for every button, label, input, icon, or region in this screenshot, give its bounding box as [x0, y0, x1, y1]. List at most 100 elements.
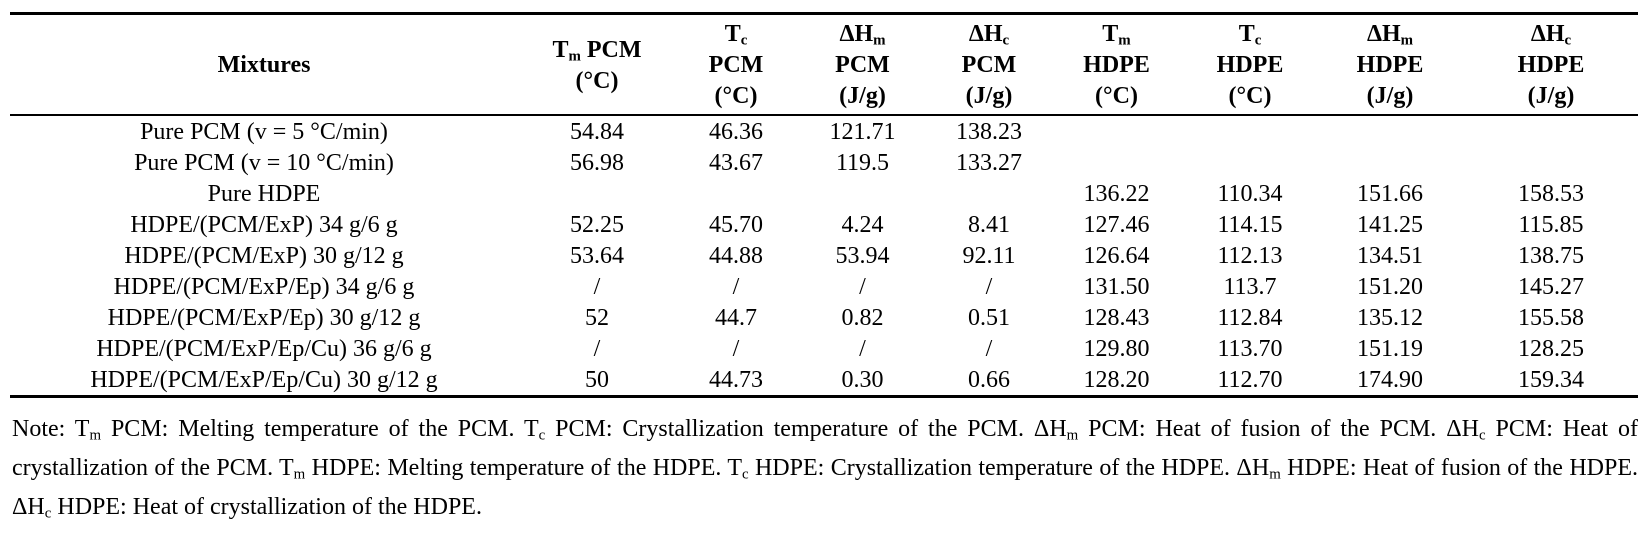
note-subscript: m [89, 427, 102, 444]
header-text: PCM [580, 36, 642, 63]
mixture-name-cell: HDPE/(PCM/ExP/Ep) 30 g/12 g [107, 304, 421, 331]
value-cell: 128.20 [1049, 364, 1184, 398]
value-cell: 113.70 [1217, 335, 1283, 362]
value-cell: 135.12 [1357, 304, 1423, 331]
value-cell: / [859, 273, 866, 300]
header-symbol: ΔH [1366, 21, 1401, 47]
header-line: Tm [1049, 19, 1184, 50]
value-cell [1316, 147, 1464, 178]
value-cell: 128.25 [1518, 335, 1584, 362]
header-symbol: T [552, 36, 569, 63]
table-row: HDPE/(PCM/ExP/Ep) 34 g/6 g / / / / 131.50 113.… [10, 271, 1638, 302]
value-cell: 136.22 [1083, 180, 1150, 207]
header-line: ΔHm [1316, 19, 1464, 50]
value-cell: 0.51 [968, 304, 1010, 331]
value-cell: / [593, 273, 601, 300]
value-cell: 158.53 [1518, 180, 1584, 207]
value-cell: 174.90 [1316, 364, 1464, 398]
header-text: HDPE [1083, 52, 1150, 78]
value-cell [1184, 115, 1316, 147]
note-subscript: m [293, 466, 306, 483]
value-cell [1049, 115, 1184, 147]
header-line: Tc [1184, 19, 1316, 50]
header-col-6: Tc HDPE (°C) [1184, 14, 1316, 116]
data-table: Mixtures Tm PCM (°C) Tc PCM (°C) ΔHm PCM (J/g) Δ… [10, 12, 1638, 398]
header-subscript: c [1254, 32, 1262, 49]
value-cell: 155.58 [1518, 304, 1584, 331]
value-cell: 44.7 [715, 304, 757, 331]
value-cell: 115.85 [1518, 211, 1584, 238]
value-cell: 159.34 [1464, 364, 1638, 398]
header-subscript: m [873, 32, 886, 49]
note-subscript: c [44, 505, 52, 522]
note-subscript: m [1066, 427, 1079, 444]
note-text: PCM: Melting temperature of the PCM. T [101, 416, 539, 442]
header-line: Tm PCM [518, 35, 676, 66]
header-col-4: ΔHc PCM (J/g) [929, 14, 1049, 116]
header-text: (°C) [575, 67, 619, 94]
value-cell: 56.98 [570, 149, 624, 176]
mixture-name-cell: HDPE/(PCM/ExP/Ep/Cu) 36 g/6 g [96, 335, 432, 362]
value-cell: 145.27 [1518, 273, 1584, 300]
value-cell: 4.24 [841, 211, 884, 238]
header-line: (°C) [1184, 81, 1316, 112]
header-line: HDPE [1184, 50, 1316, 81]
header-line: ΔHc [1464, 19, 1638, 50]
table-row: Pure HDPE 136.22 110.34 151.66 158.53 [10, 178, 1638, 209]
table-row: Pure PCM (v = 5 °C/min) 54.84 46.36 121.71 1… [10, 115, 1638, 147]
header-line: HDPE [1049, 50, 1184, 81]
header-text: HDPE [1216, 52, 1284, 78]
header-col-8: ΔHc HDPE (J/g) [1464, 14, 1638, 116]
table-body: Pure PCM (v = 5 °C/min) 54.84 46.36 121.71 1… [10, 115, 1638, 398]
value-cell [929, 178, 1049, 209]
value-cell: 92.11 [962, 242, 1016, 269]
value-cell [676, 178, 796, 209]
header-text: (J/g) [1527, 83, 1575, 109]
value-cell [518, 178, 676, 209]
value-cell: 44.88 [709, 242, 763, 269]
header-row: Mixtures Tm PCM (°C) Tc PCM (°C) ΔHm PCM (J/g) Δ… [10, 13, 1638, 116]
header-line: (J/g) [796, 81, 929, 112]
table-row: HDPE/(PCM/ExP) 34 g/6 g 52.25 45.70 4.24 8.4… [10, 209, 1638, 240]
value-cell: 112.70 [1184, 364, 1316, 398]
header-symbol: T [1238, 21, 1255, 47]
value-cell: 121.71 [829, 118, 896, 145]
mixture-name-cell: Pure HDPE [207, 180, 321, 207]
value-cell: 138.75 [1518, 242, 1584, 269]
table-row: Pure PCM (v = 10 °C/min) 56.98 43.67 119.5 1… [10, 147, 1638, 178]
note-text: PCM: Heat of crystallization of the PCM.… [12, 416, 1638, 481]
value-cell: 54.84 [570, 118, 624, 145]
header-text: (J/g) [839, 83, 886, 109]
header-text: HDPE [1356, 52, 1424, 78]
header-text: (°C) [1228, 83, 1272, 109]
value-cell: 138.23 [956, 118, 1022, 145]
mixture-name-cell: HDPE/(PCM/ExP/Ep) 34 g/6 g [113, 273, 415, 300]
header-text: (°C) [714, 83, 758, 109]
value-cell: 113.7 [1223, 273, 1277, 300]
value-cell: 43.67 [709, 149, 763, 176]
value-cell: 126.64 [1083, 242, 1150, 269]
header-col-1: Tm PCM (°C) [518, 14, 676, 116]
header-col-7: ΔHm HDPE (J/g) [1316, 14, 1464, 116]
value-cell: / [732, 273, 740, 300]
value-cell: 8.41 [968, 211, 1010, 238]
header-line: ΔHc [929, 19, 1049, 50]
value-cell: 112.84 [1217, 304, 1283, 331]
header-symbol: ΔH [1530, 21, 1565, 47]
header-subscript: m [1118, 32, 1131, 49]
header-line: (°C) [518, 66, 676, 97]
note-text: HDPE: Melting temperature of the HDPE. T [305, 455, 742, 481]
value-cell: / [985, 335, 993, 362]
mixture-name-cell: Pure PCM (v = 10 °C/min) [134, 149, 394, 176]
note-subscript: c [742, 466, 749, 483]
value-cell: 53.64 [570, 242, 624, 269]
header-col-5: Tm HDPE (°C) [1049, 14, 1184, 116]
header-line: (J/g) [929, 81, 1049, 112]
header-text: PCM [708, 52, 764, 78]
header-mixtures: Mixtures [217, 52, 311, 78]
note-text: PCM: Heat of fusion of the PCM. ΔH [1078, 416, 1479, 442]
value-cell: 141.25 [1357, 211, 1423, 238]
value-cell: 151.66 [1357, 180, 1423, 207]
value-cell: / [732, 335, 740, 362]
value-cell: 127.46 [1083, 211, 1150, 238]
